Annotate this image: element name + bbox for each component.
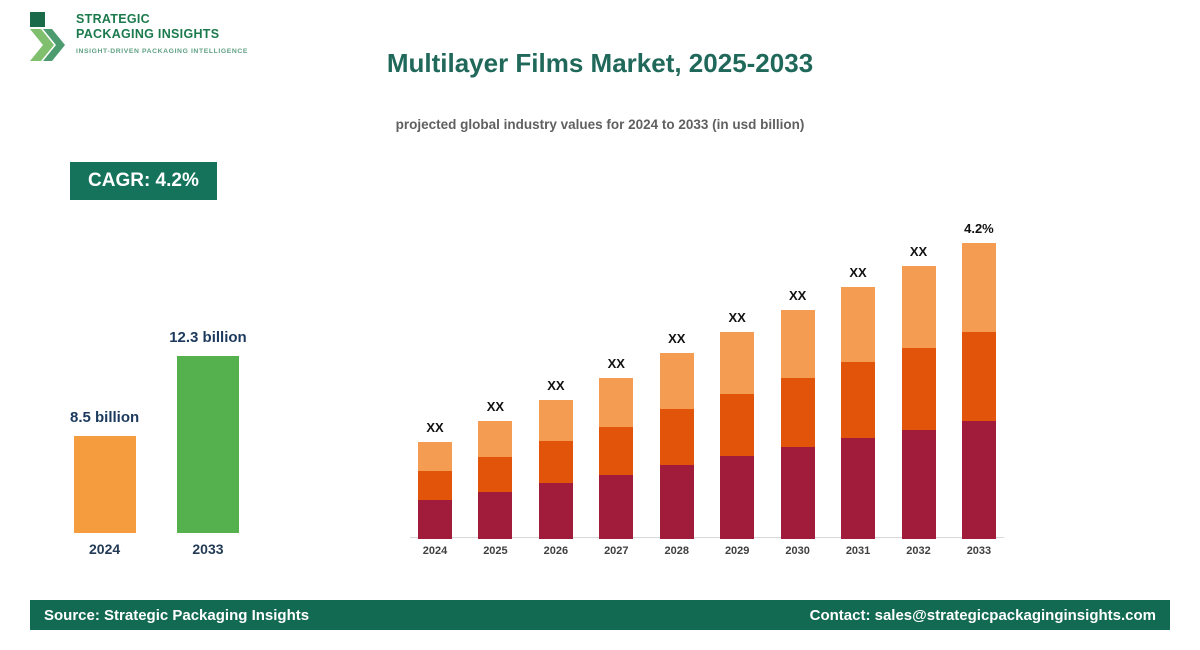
bar-segment-bottom xyxy=(418,500,452,539)
x-axis-year-label: 2024 xyxy=(422,545,448,557)
stacked-bar-2031: XX 2031 xyxy=(841,265,876,557)
bar-segment-top xyxy=(961,243,996,332)
bar-segment-top xyxy=(418,442,452,471)
bar-top-label: XX xyxy=(849,265,867,280)
logo-tagline: INSIGHT-DRIVEN PACKAGING INTELLIGENCE xyxy=(76,48,248,55)
stacked-bar-2026: XX 2026 xyxy=(538,378,573,557)
bar-stack xyxy=(901,266,936,539)
logo-line2: PACKAGING INSIGHTS xyxy=(76,27,220,41)
bar-segment-bottom xyxy=(720,456,755,539)
bar-segment-middle xyxy=(901,348,936,430)
bar-segment-bottom xyxy=(901,430,936,539)
stacked-bar-chart: XX 2024 XX 2025 XX 2026 XX 2027 XX 2028 XX 2029 XX 20… xyxy=(410,216,1004,557)
bar-segment-top xyxy=(478,421,513,457)
bar-segment-middle xyxy=(418,471,452,500)
stacked-bar-2030: XX 2030 xyxy=(780,288,815,557)
bar-segment-top xyxy=(901,266,936,348)
bar-segment-top xyxy=(599,378,634,427)
bar-stack xyxy=(418,442,452,539)
stacked-bar-2028: XX 2028 xyxy=(659,331,694,557)
bar-top-label: XX xyxy=(426,420,444,435)
bar-top-label: XX xyxy=(788,288,807,303)
stacked-bar-2029: XX 2029 xyxy=(720,310,755,557)
bar-top-label: XX xyxy=(547,378,565,393)
logo-chevron-icon xyxy=(30,12,65,61)
stacked-bar-2025: XX 2025 xyxy=(478,399,513,557)
stacked-bar-2024: XX 2024 xyxy=(418,420,452,557)
x-axis-year-label: 2026 xyxy=(543,545,569,557)
mini-bar-2024-bar xyxy=(73,436,136,533)
bar-top-label: XX xyxy=(486,399,505,414)
bar-segment-middle xyxy=(538,441,573,483)
stacked-bar-2033: 4.2% 2033 xyxy=(961,221,996,557)
stacked-bar-2032: XX 2032 xyxy=(901,244,936,557)
bar-stack xyxy=(659,353,694,539)
bar-segment-top xyxy=(538,400,573,441)
page-subtitle: projected global industry values for 202… xyxy=(395,117,805,132)
x-axis-year-label: 2033 xyxy=(966,545,992,557)
bar-segment-middle xyxy=(720,394,755,456)
bar-segment-top xyxy=(841,287,876,362)
stacked-bars: XX 2024 XX 2025 XX 2026 XX 2027 XX 2028 XX 2029 XX 20… xyxy=(418,216,996,557)
bar-stack xyxy=(599,378,634,539)
bar-segment-bottom xyxy=(961,421,996,539)
x-axis-year-label: 2025 xyxy=(483,545,508,557)
bar-top-label: XX xyxy=(909,244,928,259)
bar-segment-bottom xyxy=(478,492,513,539)
bar-segment-bottom xyxy=(780,447,815,539)
x-axis-year-label: 2027 xyxy=(604,545,629,557)
bar-stack xyxy=(961,243,996,539)
x-axis-line xyxy=(410,537,1004,538)
bar-segment-top xyxy=(720,332,755,394)
mini-bar-chart: 8.5 billion 2024 12.3 billion 2033 xyxy=(70,322,247,557)
bar-segment-middle xyxy=(780,378,815,447)
bar-segment-top xyxy=(780,310,815,378)
bar-segment-bottom xyxy=(659,465,694,539)
page-title: Multilayer Films Market, 2025-2033 xyxy=(386,48,814,78)
x-axis-year-label: 2028 xyxy=(664,545,689,557)
x-axis-year-label: 2032 xyxy=(906,545,931,557)
mini-bar-2033: 12.3 billion 2033 xyxy=(169,329,247,557)
stacked-bar-2027: XX 2027 xyxy=(599,356,634,557)
mini-bar-2024: 8.5 billion 2024 xyxy=(70,409,139,557)
bar-segment-bottom xyxy=(841,438,876,539)
mini-bar-2024-year-label: 2024 xyxy=(89,541,121,557)
bar-stack xyxy=(780,310,815,539)
bar-top-label: XX xyxy=(607,356,625,371)
bar-stack xyxy=(538,400,573,539)
mini-bar-2024-value-label: 8.5 billion xyxy=(70,409,140,426)
bar-segment-middle xyxy=(841,362,876,438)
bar-top-label: XX xyxy=(728,310,746,325)
bar-segment-bottom xyxy=(599,475,634,539)
logo: STRATEGIC PACKAGING INSIGHTS INSIGHT-DRI… xyxy=(30,12,248,64)
x-axis-year-label: 2031 xyxy=(845,545,871,557)
bar-segment-middle xyxy=(961,332,996,421)
bar-stack xyxy=(841,287,876,539)
x-axis-year-label: 2029 xyxy=(724,545,750,557)
mini-bar-2033-bar xyxy=(176,356,239,533)
logo-line1: STRATEGIC xyxy=(76,12,150,26)
bar-segment-middle xyxy=(478,457,513,492)
bar-segment-middle xyxy=(599,427,634,475)
footer-contact-text: Contact: sales@strategicpackaginginsight… xyxy=(809,606,1156,624)
bar-segment-middle xyxy=(659,409,694,465)
footer-source-text: Source: Strategic Packaging Insights xyxy=(44,606,310,624)
bar-segment-top xyxy=(659,353,694,409)
footer-bar: Source: Strategic Packaging Insights Con… xyxy=(30,600,1170,630)
logo-text: STRATEGIC PACKAGING INSIGHTS INSIGHT-DRI… xyxy=(76,12,248,64)
bar-segment-bottom xyxy=(538,483,573,539)
cagr-badge: CAGR: 4.2% xyxy=(70,162,217,200)
mini-bar-2033-year-label: 2033 xyxy=(192,541,224,557)
bar-top-label: XX xyxy=(668,331,686,346)
bar-top-label: 4.2% xyxy=(964,221,994,236)
mini-bar-2033-value-label: 12.3 billion xyxy=(169,329,247,346)
x-axis-year-label: 2030 xyxy=(785,545,810,557)
bar-stack xyxy=(478,421,513,539)
bar-stack xyxy=(720,332,755,539)
